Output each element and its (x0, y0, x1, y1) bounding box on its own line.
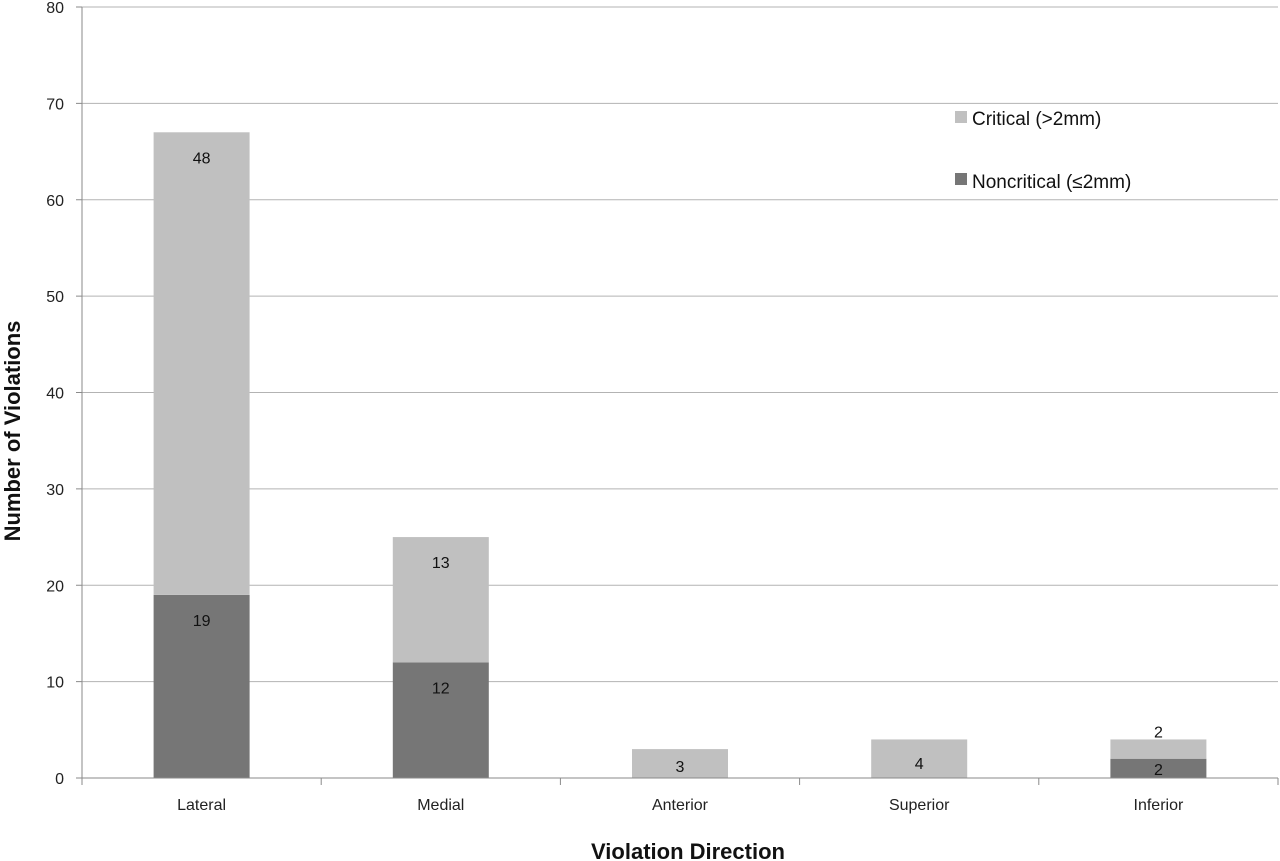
bars (153, 132, 1207, 778)
bar-medial-critical (392, 537, 489, 663)
x-tick-label-inferior: Inferior (1134, 797, 1184, 814)
legend-swatch-noncritical (955, 173, 967, 185)
bar-medial-noncritical (392, 662, 489, 778)
data-label-lateral-noncritical: 19 (193, 613, 211, 630)
x-tick-label-medial: Medial (417, 797, 464, 814)
y-tick-label-0: 0 (55, 771, 64, 788)
data-label-medial-critical: 13 (432, 555, 450, 572)
legend-label-critical: Critical (>2mm) (972, 109, 1101, 130)
x-tick-label-lateral: Lateral (177, 797, 226, 814)
legend: Critical (>2mm) Noncritical (≤2mm) (955, 109, 1131, 193)
data-label-anterior-critical: 3 (676, 759, 685, 776)
y-tick-labels: 0 10 20 30 40 50 60 70 80 (46, 0, 64, 788)
y-tick-label-60: 60 (46, 193, 64, 210)
bar-anterior-critical (632, 749, 728, 778)
bar-lateral-critical (153, 132, 250, 595)
y-tick-label-30: 30 (46, 482, 64, 499)
x-tick-label-superior: Superior (889, 797, 950, 814)
x-tick-label-anterior: Anterior (652, 797, 709, 814)
axes (76, 6, 1279, 785)
bar-inferior-critical (1110, 739, 1207, 759)
data-labels: 19 48 12 13 3 4 2 2 (193, 150, 1163, 779)
y-tick-label-70: 70 (46, 96, 64, 113)
y-tick-label-20: 20 (46, 578, 64, 595)
y-tick-label-10: 10 (46, 675, 64, 692)
legend-label-noncritical: Noncritical (≤2mm) (972, 172, 1131, 193)
y-axis-title: Number of Violations (0, 321, 25, 542)
bar-superior-critical (871, 739, 968, 778)
data-label-lateral-critical: 48 (193, 150, 211, 167)
y-tick-label-80: 80 (46, 0, 64, 17)
data-label-inferior-noncritical: 2 (1154, 762, 1163, 779)
x-axis-title: Violation Direction (591, 839, 785, 861)
x-tick-labels: Lateral Medial Anterior Superior Inferior (177, 797, 1184, 814)
y-tick-label-50: 50 (46, 289, 64, 306)
gridlines (82, 6, 1278, 683)
legend-swatch-critical (955, 111, 967, 123)
bar-lateral-noncritical (153, 594, 250, 778)
bar-inferior-noncritical (1110, 758, 1207, 778)
data-label-inferior-critical: 2 (1154, 724, 1163, 741)
data-label-medial-noncritical: 12 (432, 680, 450, 697)
data-label-superior-critical: 4 (915, 756, 924, 773)
y-tick-label-40: 40 (46, 386, 64, 403)
